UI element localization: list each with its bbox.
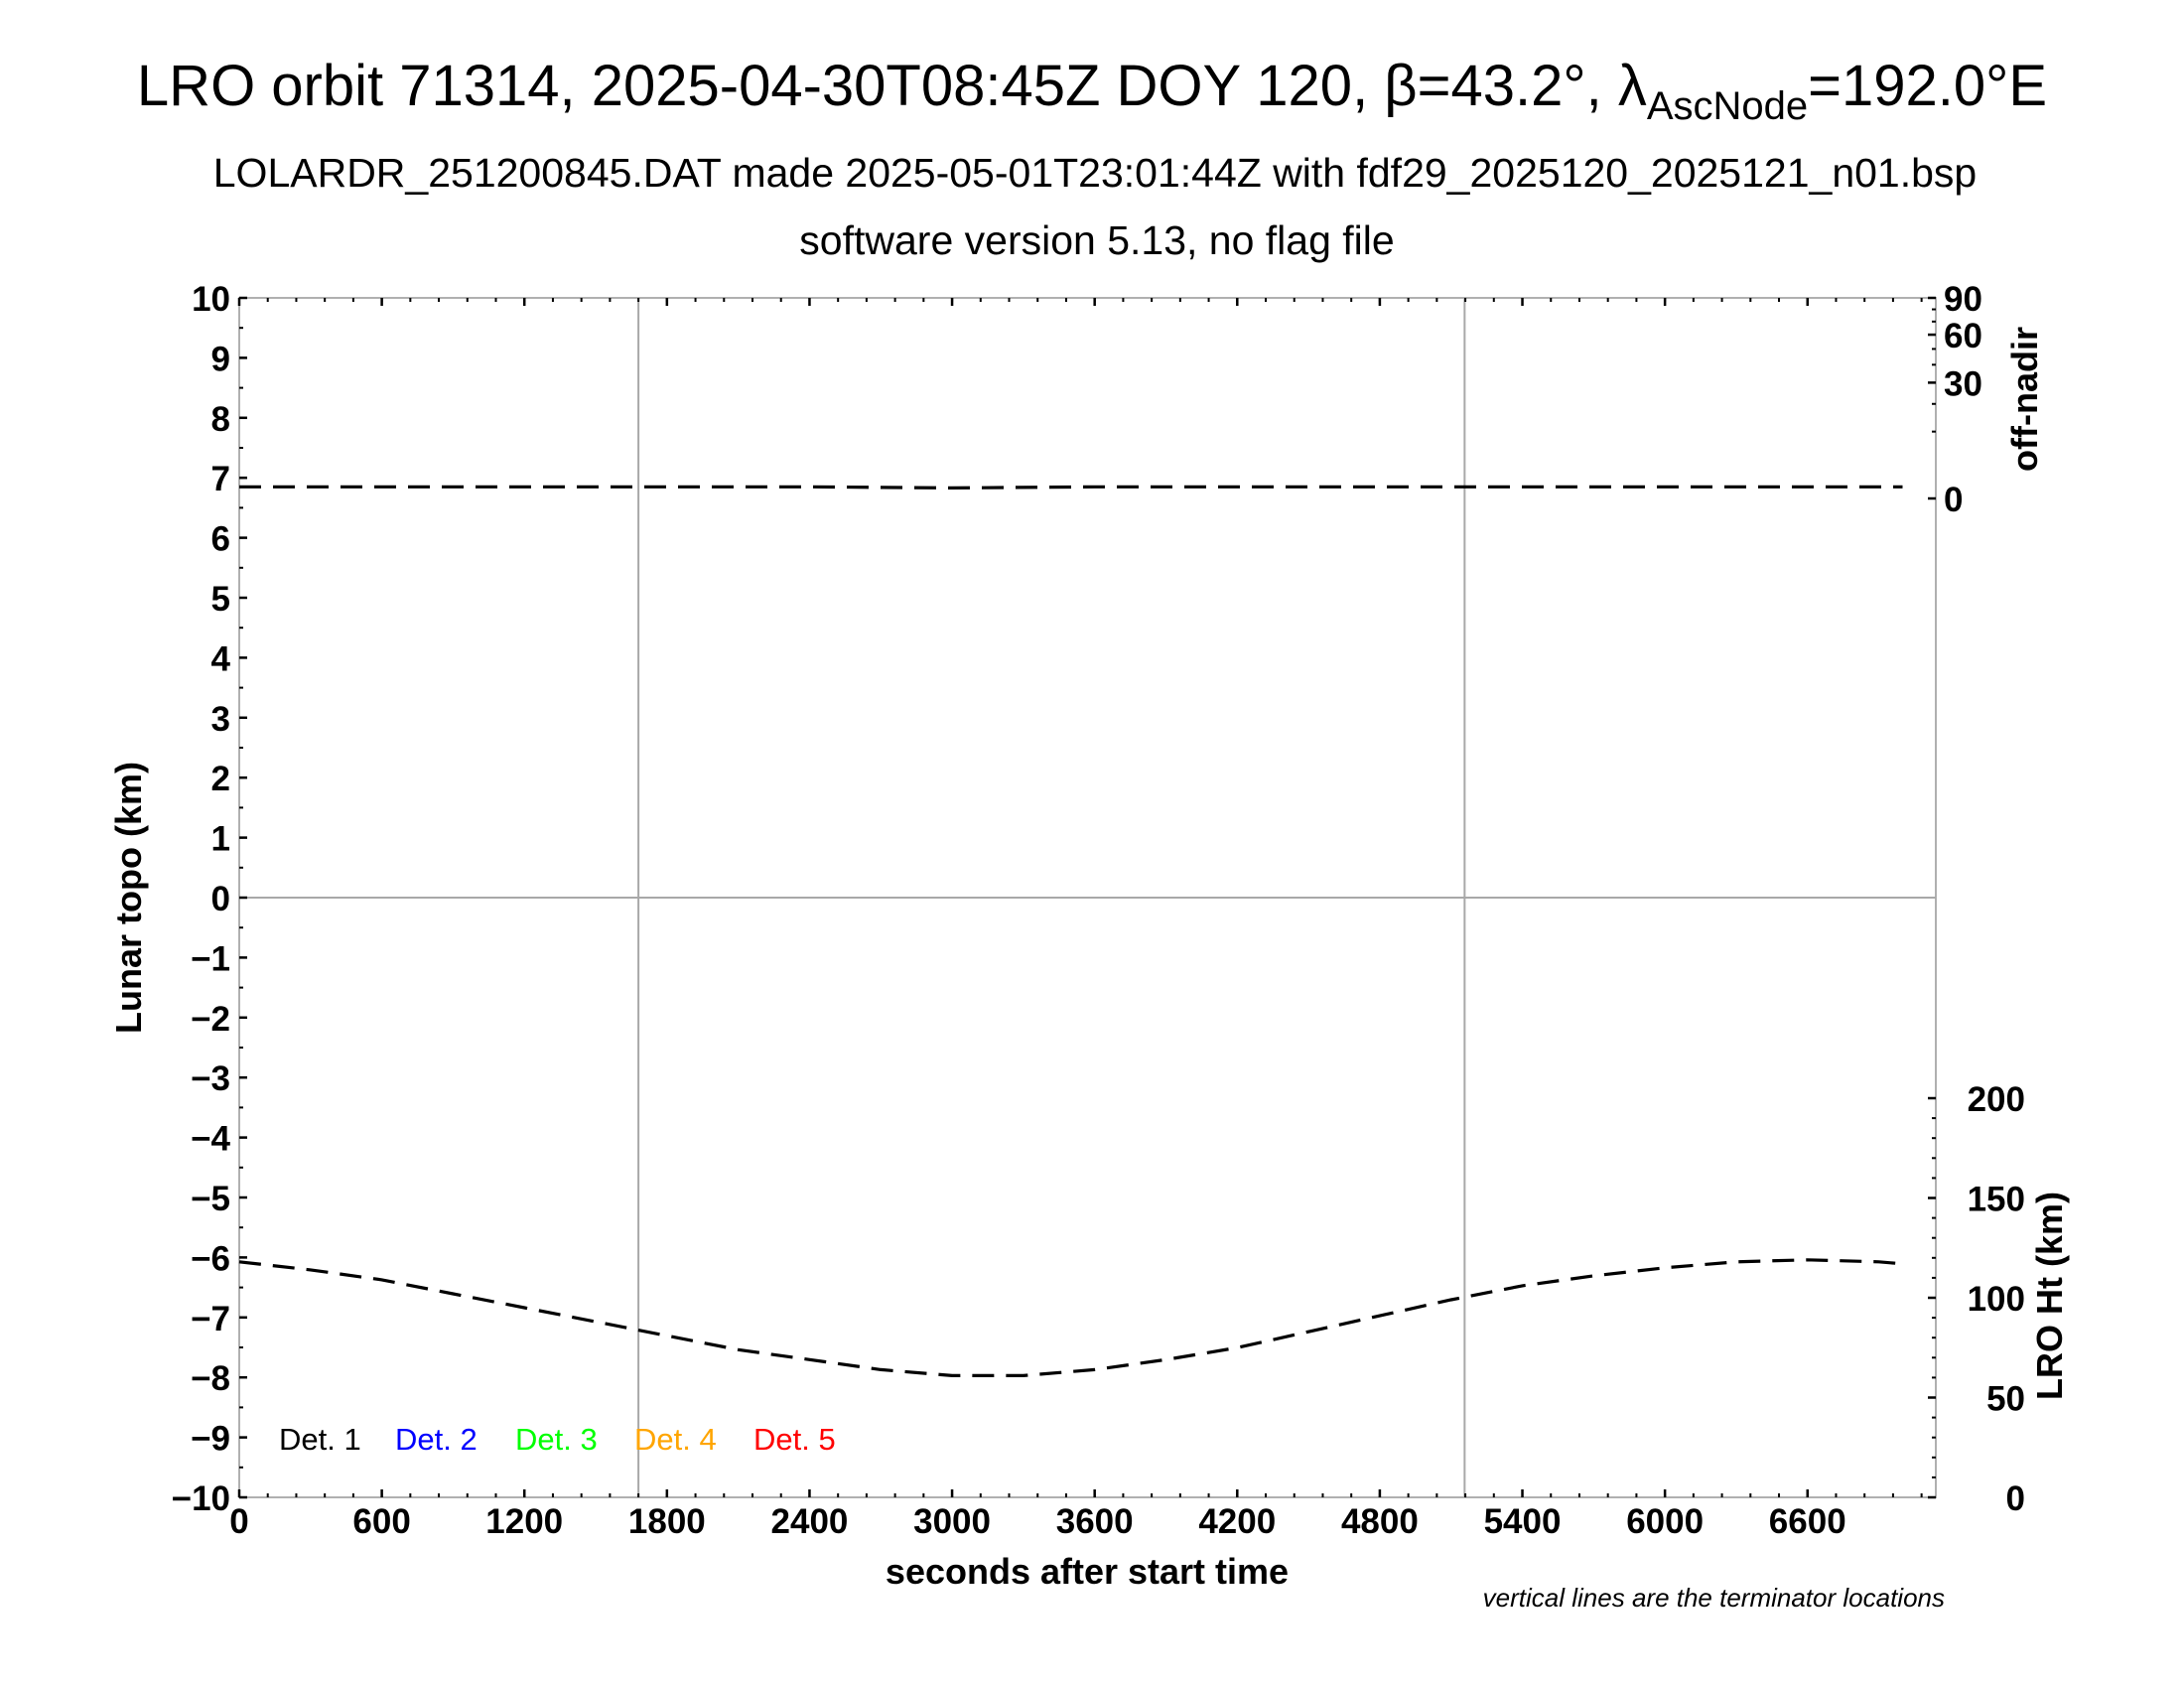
y-tick-label: 10 <box>192 280 230 319</box>
x-axis-label: seconds after start time <box>886 1551 1289 1592</box>
y-tick-label: 5 <box>211 580 230 619</box>
y-tick-label: −9 <box>191 1420 230 1459</box>
y-tick-label: −4 <box>191 1120 230 1159</box>
offnadir-tick-label: 90 <box>1944 280 1982 319</box>
offnadir-tick-label: 60 <box>1944 317 1982 355</box>
x-tick-label: 3000 <box>913 1502 991 1541</box>
lro-ht-tick-label: 50 <box>1986 1380 2025 1419</box>
y-tick-label: −8 <box>191 1359 230 1398</box>
x-tick-label: 4800 <box>1341 1502 1419 1541</box>
lro-ht-tick-label: 100 <box>1968 1280 2025 1319</box>
y-tick-label: 9 <box>211 340 230 378</box>
y-tick-label: 2 <box>211 760 230 798</box>
y-tick-label: 8 <box>211 400 230 439</box>
legend-item-det-4: Det. 4 <box>634 1422 717 1457</box>
y-tick-label: −2 <box>191 1000 230 1039</box>
x-tick-label: 2400 <box>771 1502 849 1541</box>
offnadir-series-line <box>239 485 1903 491</box>
x-tick-label: 6600 <box>1769 1502 1846 1541</box>
y-tick-label: 1 <box>211 820 230 859</box>
offnadir-tick-label: 0 <box>1944 481 1963 519</box>
y-tick-label: 3 <box>211 700 230 739</box>
y-tick-label: 6 <box>211 520 230 559</box>
x-tick-label: 3600 <box>1056 1502 1134 1541</box>
y-tick-label: −3 <box>191 1059 230 1098</box>
y-tick-label: −10 <box>172 1479 230 1518</box>
y-tick-label: −1 <box>191 939 230 978</box>
x-tick-label: 1800 <box>628 1502 706 1541</box>
offnadir-tick-label: 30 <box>1944 364 1982 403</box>
terminator-note: vertical lines are the terminator locati… <box>1483 1583 1945 1613</box>
y-tick-label: −5 <box>191 1180 230 1218</box>
legend-item-det-5: Det. 5 <box>753 1422 836 1457</box>
chart-title: LRO orbit 71314, 2025-04-30T08:45Z DOY 1… <box>137 54 2047 128</box>
legend-item-det-1: Det. 1 <box>279 1422 361 1457</box>
x-tick-label: 0 <box>229 1502 248 1541</box>
lro-ht-tick-label: 200 <box>1968 1080 2025 1119</box>
legend-item-det-2: Det. 2 <box>395 1422 478 1457</box>
x-tick-label: 5400 <box>1484 1502 1562 1541</box>
lro-height-series-line <box>238 1258 1903 1377</box>
lro-ht-tick-label: 0 <box>2006 1479 2025 1518</box>
y-tick-label: 7 <box>211 460 230 498</box>
chart-subtitle: LOLARDR_251200845.DAT made 2025-05-01T23… <box>213 150 1977 196</box>
y-tick-label: 0 <box>211 880 230 918</box>
x-tick-label: 6000 <box>1626 1502 1704 1541</box>
legend: Det. 1 Det. 2 Det. 3 Det. 4 Det. 5 <box>279 1422 836 1457</box>
y-tick-label: −7 <box>191 1300 230 1338</box>
y-tick-label: −6 <box>191 1239 230 1278</box>
legend-item-det-3: Det. 3 <box>515 1422 598 1457</box>
x-tick-label: 1200 <box>485 1502 563 1541</box>
y2-bottom-axis-label: LRO Ht (km) <box>2029 1192 2070 1400</box>
lro-ht-tick-label: 150 <box>1968 1181 2025 1219</box>
x-tick-label: 600 <box>352 1502 410 1541</box>
x-tick-label: 4200 <box>1198 1502 1276 1541</box>
chart-subtitle-2: software version 5.13, no flag file <box>799 217 1394 263</box>
plot-area: 0 600 1200 1800 2400 3000 3600 4200 4800 5400 6000… <box>172 280 2025 1541</box>
y-axis-label: Lunar topo (km) <box>108 762 149 1034</box>
y-tick-label: 4 <box>211 639 231 678</box>
y2-top-axis-label: off-nadir <box>2004 327 2045 472</box>
